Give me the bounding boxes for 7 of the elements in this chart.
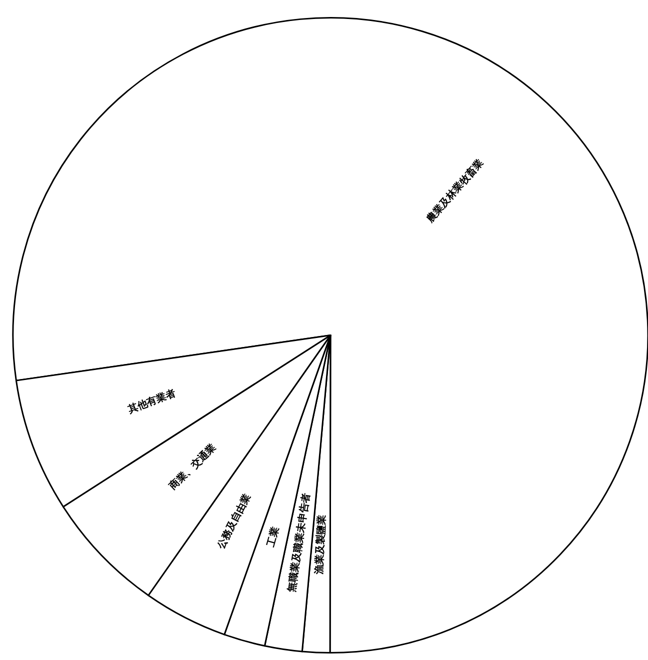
slice-label: 商業、交通業	[166, 442, 219, 493]
slice-label: 其他有業者	[125, 386, 178, 416]
slice-label: 農業及林業牧畜業	[424, 156, 486, 226]
slice-label: 工業	[264, 526, 282, 550]
slice-label: 漁業及製鹽業	[313, 514, 328, 576]
slice-label: 無職業及職業未申告者	[285, 492, 312, 594]
slice-label: 公務及自由業	[214, 492, 254, 552]
